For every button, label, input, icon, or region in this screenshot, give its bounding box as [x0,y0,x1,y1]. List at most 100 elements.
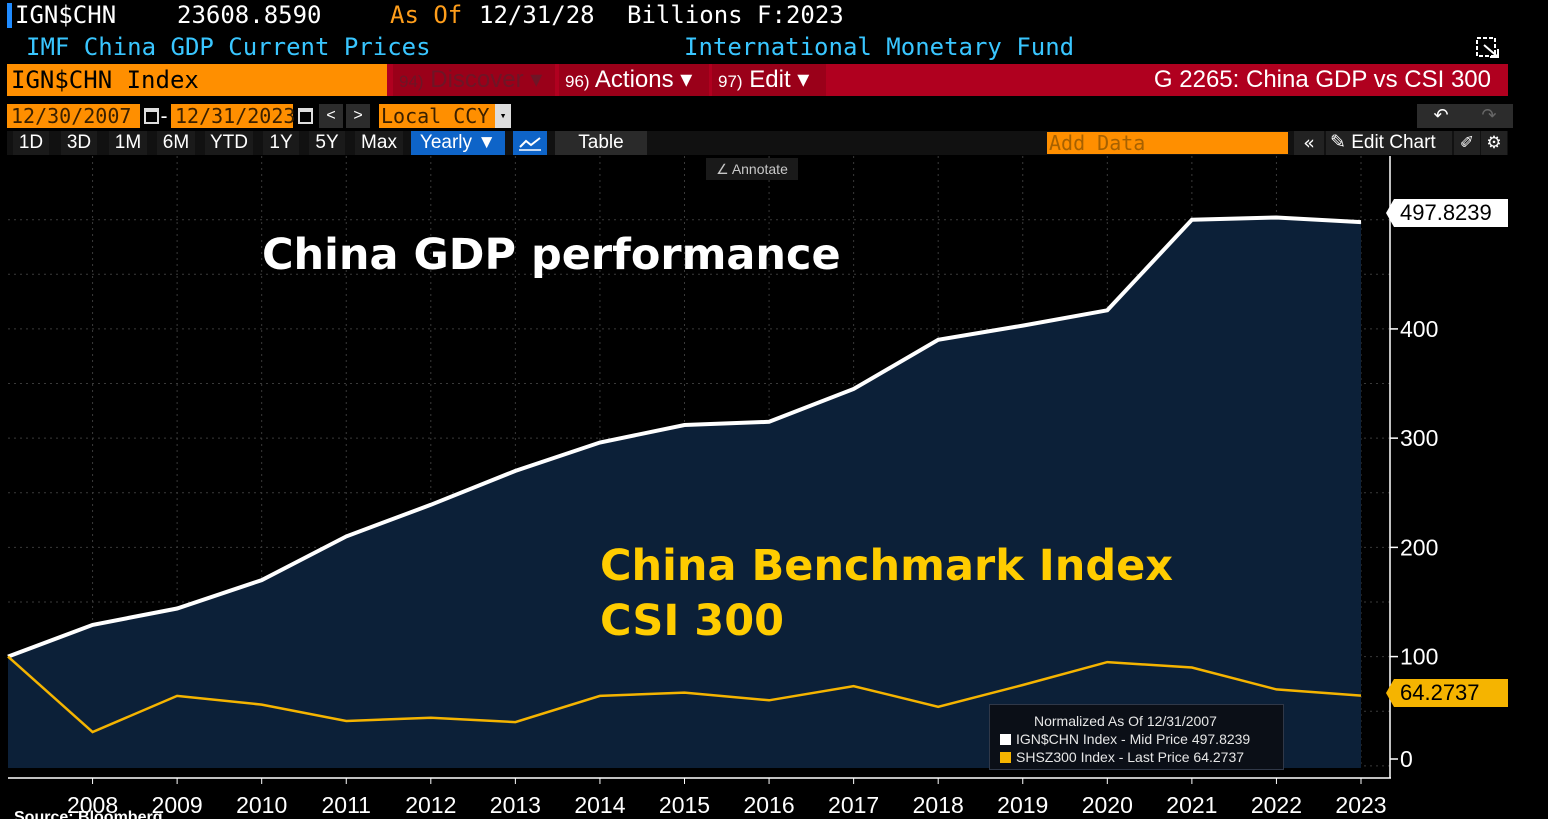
period-tab-1d[interactable]: 1D [13,131,49,155]
x-tick-label: 2010 [236,792,287,818]
annotate-label: Annotate [731,161,788,177]
chevron-down-icon[interactable]: ▾ [495,104,511,128]
period-tab-ytd[interactable]: YTD [205,131,253,155]
legend-label-gdp: IGN$CHN Index - Mid Price 497.8239 [1016,731,1251,747]
table-tab[interactable]: Table [555,131,647,155]
x-tick-label: 2019 [997,792,1048,818]
y-tick-label: 400 [1400,316,1438,342]
chart-legend[interactable]: Normalized As Of 12/31/2007 IGN$CHN Inde… [989,704,1284,770]
popout-icon[interactable] [1474,35,1504,61]
discover-shortcut: 94) [399,72,424,91]
security-description: IMF China GDP Current Prices [26,33,431,61]
gdp-series-line [7,215,1362,659]
x-tick-label: 2021 [1166,792,1217,818]
undo-icon[interactable]: ↶ [1417,104,1465,128]
last-price: 23608.8590 [177,1,322,29]
description-row: IMF China GDP Current Prices Internation… [0,33,1510,63]
currency-select[interactable]: Local CCY [379,104,511,128]
discover-label: Discover [430,66,524,93]
x-axis-ticks: 2008 2009 2010 2011 2012 2013 2014 2015 2016 2017… [67,778,1387,818]
period-tab-1m[interactable]: 1M [109,131,147,155]
x-tick-label: 2023 [1335,792,1386,818]
chart-area[interactable]: 2008 2009 2010 2011 2012 2013 2014 2015 2016 2017… [0,156,1510,819]
line-chart[interactable]: 2008 2009 2010 2011 2012 2013 2014 2015 2016 2017… [0,156,1510,819]
asof-date: 12/31/28 [479,1,595,29]
edit-shortcut: 97) [718,72,743,91]
edit-label: Edit [749,66,791,93]
y-axis-ticks: 0 100 200 300 400 [1390,316,1438,772]
discover-menu-button[interactable]: 94) Discover ▾ [393,64,555,96]
calendar-icon[interactable] [144,108,159,124]
line-chart-icon[interactable] [513,131,547,155]
csi-series-line [7,655,1362,734]
frequency-select[interactable]: Yearly ▼ [411,131,505,155]
legend-swatch-gdp [1000,734,1011,745]
annotate-button[interactable]: ∠ Annotate [706,158,798,180]
chevron-down-icon: ▾ [797,66,810,93]
x-tick-label: 2018 [913,792,964,818]
end-date-input[interactable]: 12/31/2023 [171,104,295,128]
pencil-icon: ∠ [716,161,729,177]
x-tick-label: 2014 [574,792,625,818]
period-tab-5y[interactable]: 5Y [309,131,345,155]
actions-shortcut: 96) [565,72,590,91]
start-date-input[interactable]: 12/30/2007 [7,104,140,128]
x-tick-label: 2016 [743,792,794,818]
y-tick-label: 200 [1400,534,1438,560]
gdp-last-value: 497.8239 [1400,200,1492,225]
period-toolbar: 1D 3D 1M 6M YTD 1Y 5Y Max Yearly ▼ Table… [7,131,1508,155]
chevron-down-icon: ▾ [680,66,693,93]
chart-title: G 2265: China GDP vs CSI 300 [1153,66,1491,93]
axes [8,156,1391,779]
tag-pointer [1386,679,1394,707]
legend-item-csi[interactable]: SHSZ300 Index - Last Price 64.2737 [1000,749,1244,765]
x-tick-label: 2012 [405,792,456,818]
actions-label: Actions [594,66,674,93]
tag-pointer [1386,199,1394,227]
collapse-icon[interactable]: « [1294,131,1324,155]
x-tick-label: 2009 [152,792,203,818]
period-tab-6m[interactable]: 6M [157,131,195,155]
add-data-input[interactable]: Add Data [1047,132,1288,154]
legend-label-csi: SHSZ300 Index - Last Price 64.2737 [1016,749,1245,765]
x-tick-label: 2015 [659,792,710,818]
security-header: IGN$CHN 23608.8590 As Of 12/31/28 Billio… [0,0,1510,32]
period-tab-1y[interactable]: 1Y [263,131,299,155]
gdp-area-fill [8,217,1361,768]
legend-item-gdp[interactable]: IGN$CHN Index - Mid Price 497.8239 [1000,731,1250,747]
period-tab-3d[interactable]: 3D [61,131,97,155]
y-tick-label: 100 [1400,644,1438,670]
actions-menu-button[interactable]: 96) Actions ▾ [559,64,709,96]
x-tick-label: 2011 [322,792,371,818]
data-source: International Monetary Fund [684,33,1075,61]
date-separator: - [158,104,171,128]
csi-last-value-tag: 64.2737 [1386,679,1508,707]
x-tick-label: 2008 [67,792,118,818]
gdp-annotation: China GDP performance [262,230,841,280]
gdp-last-value-tag: 497.8239 [1386,199,1508,227]
chevron-down-icon: ▾ [530,66,543,93]
x-tick-label: 2020 [1082,792,1133,818]
chart-edit-icon[interactable]: ✐ [1454,131,1480,155]
asof-label: As Of [390,1,463,29]
csi-annotation-line1: China Benchmark Index [600,541,1174,591]
source-note: Source: Bloomberg [14,809,163,819]
next-period-button[interactable]: > [346,104,370,128]
legend-header: Normalized As Of 12/31/2007 [1034,713,1217,729]
gear-icon[interactable]: ⚙ [1481,131,1507,155]
date-range-bar: 12/30/2007 - 12/31/2023 < > Local CCY ▾ … [7,104,1513,128]
edit-chart-button[interactable]: ✎ Edit Chart [1326,131,1452,155]
redo-icon[interactable]: ↷ [1465,104,1513,128]
calendar-icon[interactable] [298,108,313,124]
x-tick-label: 2017 [828,792,879,818]
x-tick-label: 2022 [1251,792,1302,818]
edit-menu-button[interactable]: 97) Edit ▾ [712,64,826,96]
csi-last-value: 64.2737 [1400,680,1480,705]
period-tab-max[interactable]: Max [355,131,403,155]
security-marker [7,3,12,28]
x-tick-label: 2013 [490,792,541,818]
previous-period-button[interactable]: < [319,104,343,128]
security-input[interactable]: IGN$CHN Index [7,64,387,96]
pencil-icon: ✎ [1330,132,1346,153]
csi-annotation-line2: CSI 300 [600,596,785,646]
